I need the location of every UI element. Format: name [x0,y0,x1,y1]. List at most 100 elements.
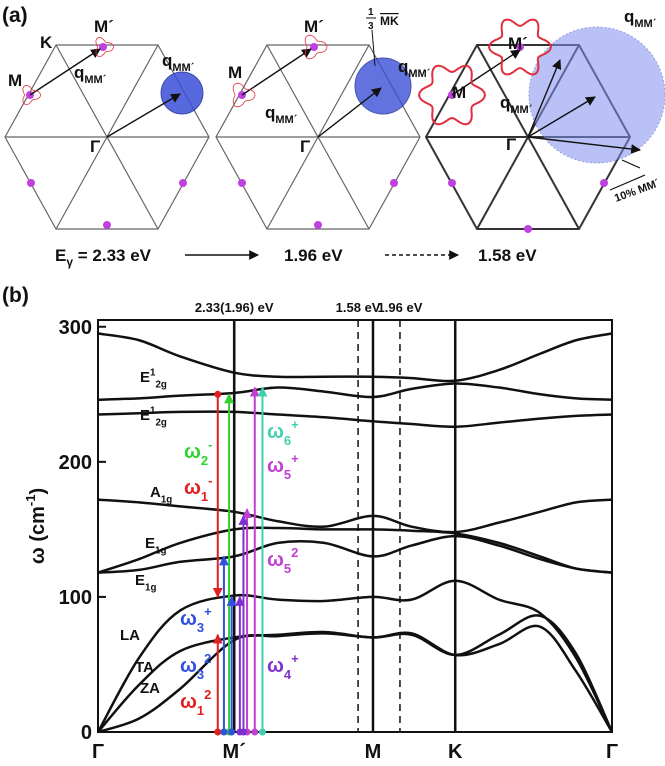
transition-dot [214,728,222,736]
q-sub: MM´ [84,74,106,86]
energy-label: 1.58 eV [478,246,537,265]
y-tick-label: 200 [59,452,92,474]
transition-label: ω1- [184,473,212,504]
transition-label: ω52 [267,545,298,576]
transition-label-base: ω [267,655,284,677]
transition-label-sup: + [291,451,299,466]
transition-label-sup: - [208,437,212,452]
panel-label: (a) [2,4,28,27]
branch-label: E12g [140,405,167,428]
transition-label-sub: 1 [197,703,204,718]
transition-dot [228,728,236,736]
branch-label: E1g [145,535,166,556]
phonon-branch [97,614,614,734]
y-axis-label-rest: ) [27,488,49,495]
phonon-branch [97,534,613,574]
x-tick-label: Γ [92,741,104,763]
contour [304,34,328,60]
arrow [317,87,382,138]
point-label: M´ [304,17,324,36]
q-label: qMM´ [398,57,431,80]
q-label: qMM´ [74,63,107,86]
transition-label-base: ω [267,421,284,443]
x-tick-label: Γ [606,741,618,763]
x-tick-label: K [448,741,463,763]
transition-label-base: ω [267,455,284,477]
arrow [451,49,521,96]
transition-label-sub: 1 [201,489,208,504]
energy-label: 1.58 eV [336,300,381,315]
transition-label-base: ω [267,549,284,571]
arrow [527,96,596,138]
y-tick-label: 100 [59,587,92,609]
panel-a-decoration [4,18,665,260]
branch-label-sup: 1 [150,367,156,378]
arrow [527,59,562,138]
branch-label-base: E [135,572,145,589]
transition-dot [214,390,222,398]
point-label: M´ [508,34,528,53]
point-label: M´ [94,17,114,36]
q-label: qMM´ [162,51,195,74]
phonon-branch [96,579,614,733]
q-sub: MM´ [172,62,194,74]
fraction-text: MK [380,14,399,28]
transition-dot [258,728,266,736]
scale-bar [609,159,646,191]
transition-label: ω2- [184,437,212,468]
transition-label: ω3+ [180,604,212,635]
transition-label-sup: - [208,473,212,488]
branch-label-sub: 2g [155,417,166,428]
branch-label-base: TA [135,659,154,676]
transition-label-sub: 6 [284,433,291,448]
transition-label: ω6+ [267,417,299,448]
q-blob [160,71,204,115]
branch-label: A1g [150,484,172,505]
energy-label: 1.96 eV [378,300,423,315]
transition-dot [239,728,247,736]
phonon-branch [97,526,613,574]
q-sub: MM´ [634,18,656,30]
q-blob [354,57,412,115]
scale-label: 10% MM´ [613,177,662,204]
panel-label: (b) [2,284,29,307]
transition-label-sup: + [291,417,299,432]
branch-label-sup: 1 [150,405,156,416]
q-base: q [74,63,84,82]
q-label: qMM´ [624,7,657,30]
gamma-label: Γ [90,137,100,156]
q-label: qMM´ [500,93,533,116]
e-sub: γ [66,255,73,269]
branch-label-base: A [150,484,161,501]
transition-label-base: ω [180,691,197,713]
x-tick-label: M [365,741,382,763]
energy-label: Eγ = 2.33 eV [55,246,152,269]
branch-label-sub: 1g [161,494,172,505]
gamma-label: Γ [300,137,310,156]
energy-label: 1.96 eV [284,246,343,265]
q-blob [528,26,665,164]
transition-label: ω5+ [267,451,299,482]
branch-label-base: E [140,407,150,424]
branch-label-base: E [145,535,155,552]
energy-label: 2.33(1.96) eV [195,300,274,315]
point-label: M [452,83,466,102]
q-sub: MM´ [408,68,430,80]
x-tick-label: M´ [223,741,246,763]
arrow [527,136,641,154]
branch-label: LA [120,627,140,644]
q-base: q [398,57,408,76]
q-base: q [624,7,634,26]
arrow [106,93,181,138]
phonon-branch [97,382,613,401]
q-label: qMM´ [265,103,298,126]
phonon-branch [97,498,613,534]
y-axis-label-base: ω (cm [27,506,49,564]
transition-label-sub: 2 [201,453,208,468]
e-base: E [55,246,66,265]
branch-label-base: LA [120,627,140,644]
panel-a-labels: M´ K M qMM´ qMM´ Γ M´ M qMM´ qMM´ Γ 1 3 … [8,7,662,269]
plot-frame [97,319,613,733]
transition-label-sub: 5 [284,561,291,576]
